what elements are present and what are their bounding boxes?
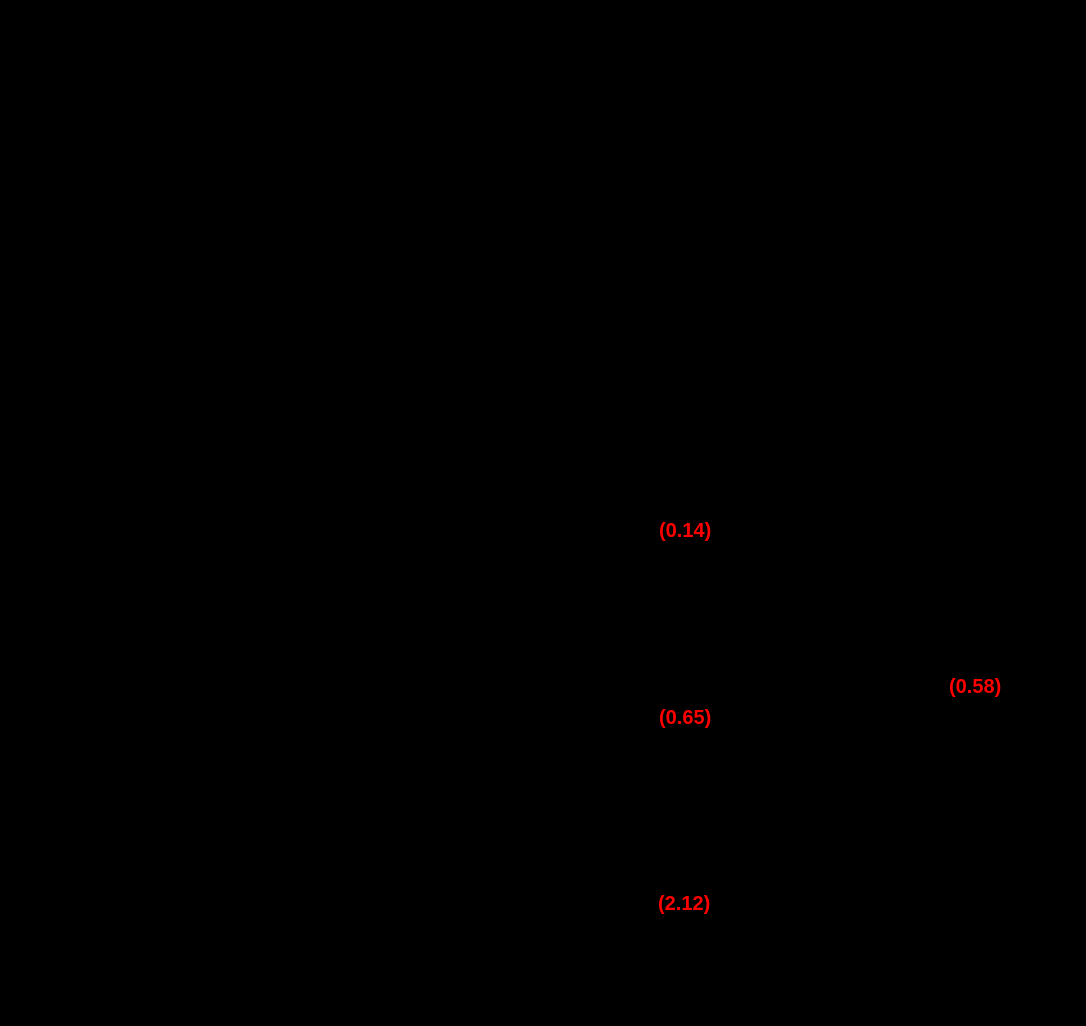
negative-value-1: (0.14): [659, 520, 712, 542]
negative-value-4: (2.12): [658, 893, 711, 915]
negative-value-2: (0.58): [949, 676, 1002, 698]
negative-value-3: (0.65): [659, 707, 712, 729]
